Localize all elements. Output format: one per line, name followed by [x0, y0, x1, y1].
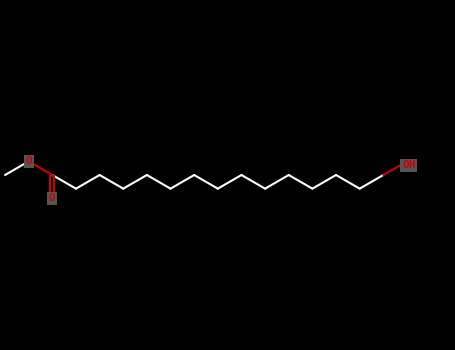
Text: O: O	[25, 156, 32, 166]
Text: OH: OH	[402, 160, 416, 170]
Text: O: O	[49, 193, 56, 203]
